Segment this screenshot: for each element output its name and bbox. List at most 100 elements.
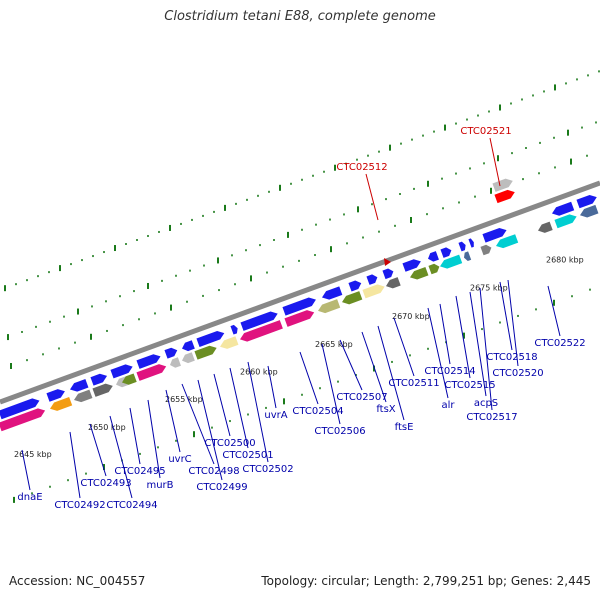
gene-arrow: [468, 238, 474, 248]
gene-arrow: [136, 354, 161, 369]
gene-label: CTC02511: [388, 378, 439, 389]
gene-shape: [50, 396, 73, 411]
gene-arrow: [496, 234, 519, 249]
ruler-label: 2650 kbp: [88, 423, 126, 432]
gene-shape: [458, 241, 466, 252]
gene-shape: [74, 389, 93, 403]
leader-line: [547, 285, 561, 337]
leader-line: [299, 351, 319, 405]
leader-line: [229, 367, 249, 449]
gene-arrow: [580, 204, 599, 218]
gene-shape: [410, 266, 429, 280]
gene-shape: [282, 297, 316, 316]
ruler-layer: 2645 kbp 2650 kbp 2655 kbp 2660 kbp 2665 kbp…: [14, 256, 584, 459]
leader-line: [109, 415, 133, 499]
gene-arrow: [552, 201, 575, 216]
gene-shape: [196, 330, 225, 347]
gene-arrow: [458, 241, 466, 252]
leader-line: [377, 325, 405, 421]
gene-arrow: [0, 398, 40, 420]
gene-shape: [366, 274, 378, 285]
gene-shape: [494, 189, 515, 204]
gene-label: CTC02504: [292, 406, 343, 417]
tick-layer: [4, 70, 600, 503]
gene-arrow: [0, 408, 46, 432]
gene-shape: [194, 345, 217, 360]
gene-label: CTC02498: [188, 466, 239, 477]
leader-line: [213, 373, 231, 437]
gene-shape: [164, 347, 178, 359]
ruler-label: 2655 kbp: [165, 395, 203, 404]
gene-label: dnaE: [17, 492, 42, 503]
leader-line: [197, 379, 223, 481]
gene-arrow: [554, 214, 577, 229]
leader-line: [427, 307, 449, 399]
leader-line-red: [365, 173, 379, 221]
gene-arrow: [240, 320, 283, 342]
gene-label: acpS: [474, 398, 498, 409]
gene-shape: [284, 310, 315, 327]
ruler-label: 2680 kbp: [546, 256, 584, 265]
gene-arrow: [428, 251, 439, 262]
gene-arrow: [182, 352, 195, 364]
gene-arrow: [136, 364, 167, 381]
gene-shape: [220, 336, 239, 349]
label-layer: dnaE CTC02492 CTC02493 CTC02494 CTC02495 murB…: [17, 126, 585, 511]
gene-label-red: CTC02512: [336, 162, 387, 173]
ruler-label: 2675 kbp: [470, 283, 508, 292]
leader-line: [393, 317, 415, 377]
gene-arrow: [284, 310, 315, 327]
gene-shape: [580, 204, 599, 218]
leader-line: [165, 389, 181, 453]
gene-shape: [440, 247, 452, 258]
gene-arrow: [92, 383, 113, 397]
gene-shape: [496, 234, 519, 249]
gene-shape: [182, 352, 195, 364]
gene-shape: [480, 244, 492, 256]
gene-label: CTC02507: [336, 392, 387, 403]
gene-arrow: [182, 340, 195, 352]
gene-shape: [90, 373, 108, 386]
gene-label: murB: [146, 480, 173, 491]
leader-line: [469, 291, 487, 397]
gene-arrow: [322, 286, 343, 300]
gene-shape: [492, 178, 513, 192]
gene-shape: [46, 389, 65, 402]
gene-arrow: [240, 311, 278, 331]
gene-arrow: [50, 396, 73, 411]
gene-label: CTC02502: [242, 464, 293, 475]
gene-label: CTC02522: [534, 338, 585, 349]
gene-arrow: [220, 336, 239, 349]
gene-arrow: [90, 373, 108, 386]
gene-shape: [170, 357, 181, 368]
gene-shape: [136, 364, 167, 381]
gene-shape: [182, 340, 195, 352]
leader-line: [129, 407, 141, 465]
gene-label: uvrA: [264, 410, 287, 421]
gene-arrow: [348, 280, 362, 292]
backbone-line: [0, 180, 600, 405]
gene-arrow: [480, 244, 492, 256]
gene-arrow: [386, 277, 401, 289]
gene-shape: [440, 254, 463, 269]
gene-shape: [0, 398, 40, 420]
gene-label: CTC02493: [80, 478, 131, 489]
gene-shape: [0, 408, 46, 432]
gene-arrow: [482, 227, 507, 243]
gene-arrow: [194, 345, 217, 360]
gene-shape: [70, 379, 89, 392]
marker-ctc02512: [384, 258, 391, 266]
gene-label: CTC02506: [314, 426, 365, 437]
leader-line: [21, 449, 31, 491]
gene-arrow: [46, 389, 65, 402]
gene-arrow: [196, 330, 225, 347]
gene-arrow: [342, 291, 363, 305]
leader-line: [479, 287, 493, 411]
ruler-label: 2660 kbp: [240, 367, 278, 376]
gene-arrow: [402, 259, 421, 272]
ruler-label: 2670 kbp: [392, 312, 430, 321]
leader-line: [321, 343, 341, 425]
leader-line: [89, 423, 107, 477]
gene-shape: [240, 311, 278, 331]
leader-line: [339, 339, 363, 391]
